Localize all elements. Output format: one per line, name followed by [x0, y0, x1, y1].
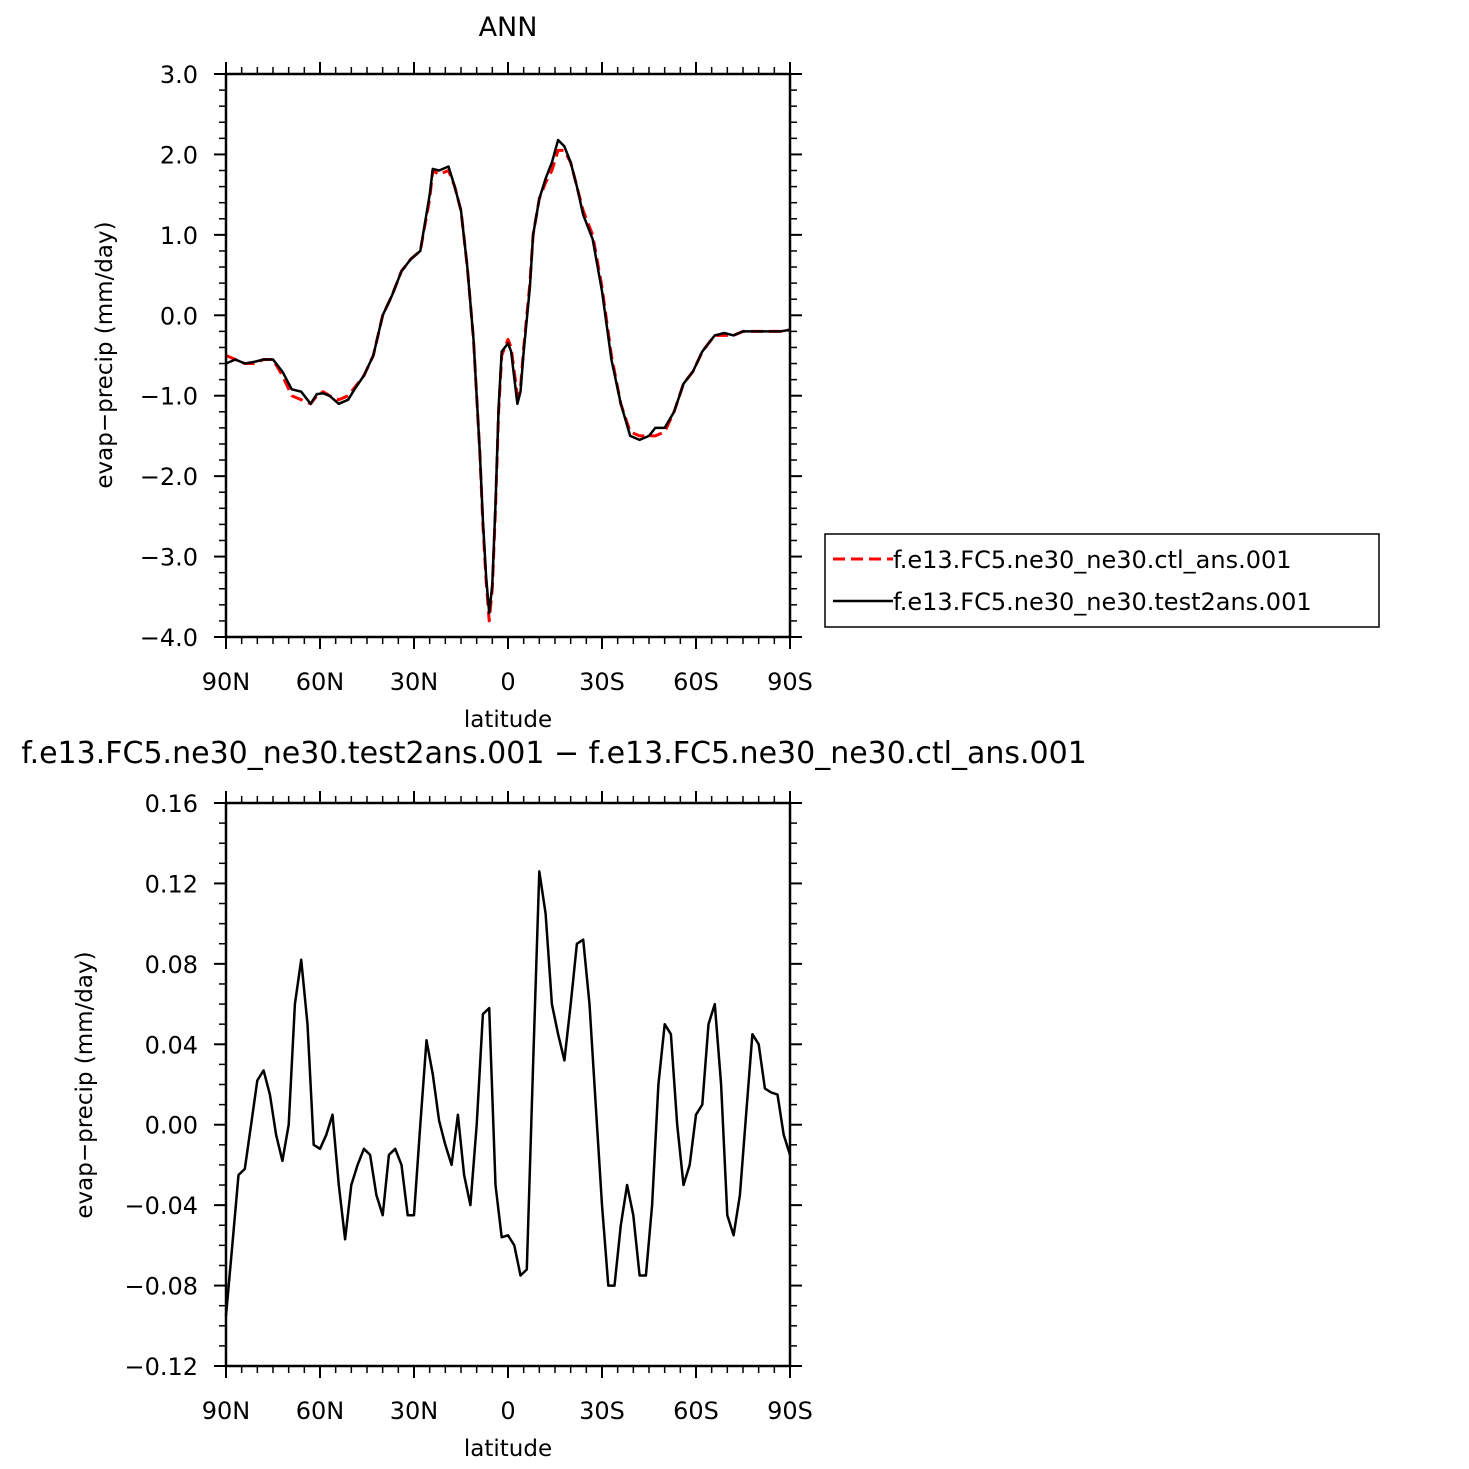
- y-tick-label: 0.0: [160, 302, 198, 330]
- x-tick-label: 0: [500, 1397, 515, 1425]
- y-tick-label: −1.0: [140, 383, 198, 411]
- legend-label-test: f.e13.FC5.ne30_ne30.test2ans.001: [893, 588, 1312, 616]
- bottom-x-axis-label: latitude: [464, 1436, 552, 1462]
- legend-label-ctl: f.e13.FC5.ne30_ne30.ctl_ans.001: [893, 546, 1292, 574]
- y-tick-label: 2.0: [160, 141, 198, 169]
- bottom-ticks: [214, 791, 802, 1378]
- y-tick-label: 1.0: [160, 222, 198, 250]
- top-ticks: [214, 62, 802, 649]
- x-tick-label: 90N: [202, 1397, 251, 1425]
- bottom-series-lines: [224, 870, 792, 1316]
- bottom-y-axis-label: evap−precip (mm/day): [72, 951, 98, 1218]
- bottom-chart-title: f.e13.FC5.ne30_ne30.test2ans.001 − f.e13…: [21, 736, 1087, 771]
- top-chart-title: ANN: [479, 12, 538, 43]
- top-x-axis-label: latitude: [464, 707, 552, 733]
- y-tick-label: 3.0: [160, 61, 198, 89]
- x-tick-label: 90S: [767, 1397, 813, 1425]
- x-tick-label: 60S: [673, 668, 719, 696]
- legend-box: [824, 533, 1380, 628]
- y-tick-label: −2.0: [140, 463, 198, 491]
- top-y-axis-label: evap−precip (mm/day): [92, 221, 118, 488]
- top-series-lines: [225, 138, 791, 623]
- legend: f.e13.FC5.ne30_ne30.ctl_ans.001 f.e13.FC…: [824, 533, 1380, 628]
- y-tick-label: 0.16: [145, 790, 198, 818]
- y-tick-label: −3.0: [140, 544, 198, 572]
- x-tick-label: 60N: [296, 668, 345, 696]
- series-line-ctl: [225, 148, 791, 623]
- y-tick-label: 0.00: [145, 1112, 198, 1140]
- x-tick-label: 30N: [390, 1397, 439, 1425]
- y-tick-label: 0.12: [145, 870, 198, 898]
- x-tick-label: 0: [500, 668, 515, 696]
- x-tick-label: 30N: [390, 668, 439, 696]
- x-tick-label: 90N: [202, 668, 251, 696]
- x-tick-label: 60S: [673, 1397, 719, 1425]
- x-tick-label: 30S: [579, 1397, 625, 1425]
- bottom-plot-frame: [224, 801, 792, 1368]
- y-tick-label: 0.04: [145, 1031, 198, 1059]
- bottom-panel: f.e13.FC5.ne30_ne30.test2ans.001 − f.e13…: [21, 736, 1087, 1462]
- top-panel: ANN evap−precip (mm/day) latitude 90N 60N…: [92, 12, 813, 733]
- top-tick-labels: 90N 60N 30N 0 30S 60S 90S 3.0 2.0 1.0 0.0 −1.0 −2.0 −…: [140, 61, 813, 696]
- x-tick-label: 30S: [579, 668, 625, 696]
- y-tick-label: −0.04: [124, 1192, 198, 1220]
- y-tick-label: −4.0: [140, 624, 198, 652]
- top-plot-frame: [224, 72, 792, 639]
- x-tick-label: 60N: [296, 1397, 345, 1425]
- y-tick-label: −0.08: [124, 1273, 198, 1301]
- y-tick-label: −0.12: [124, 1353, 198, 1381]
- difference-series-line: [224, 870, 792, 1316]
- x-tick-label: 90S: [767, 668, 813, 696]
- y-tick-label: 0.08: [145, 951, 198, 979]
- series-line-test: [225, 138, 791, 615]
- bottom-tick-labels: 90N 60N 30N 0 30S 60S 90S 0.16 0.12 0.08 0.04 0.00 −…: [124, 790, 812, 1425]
